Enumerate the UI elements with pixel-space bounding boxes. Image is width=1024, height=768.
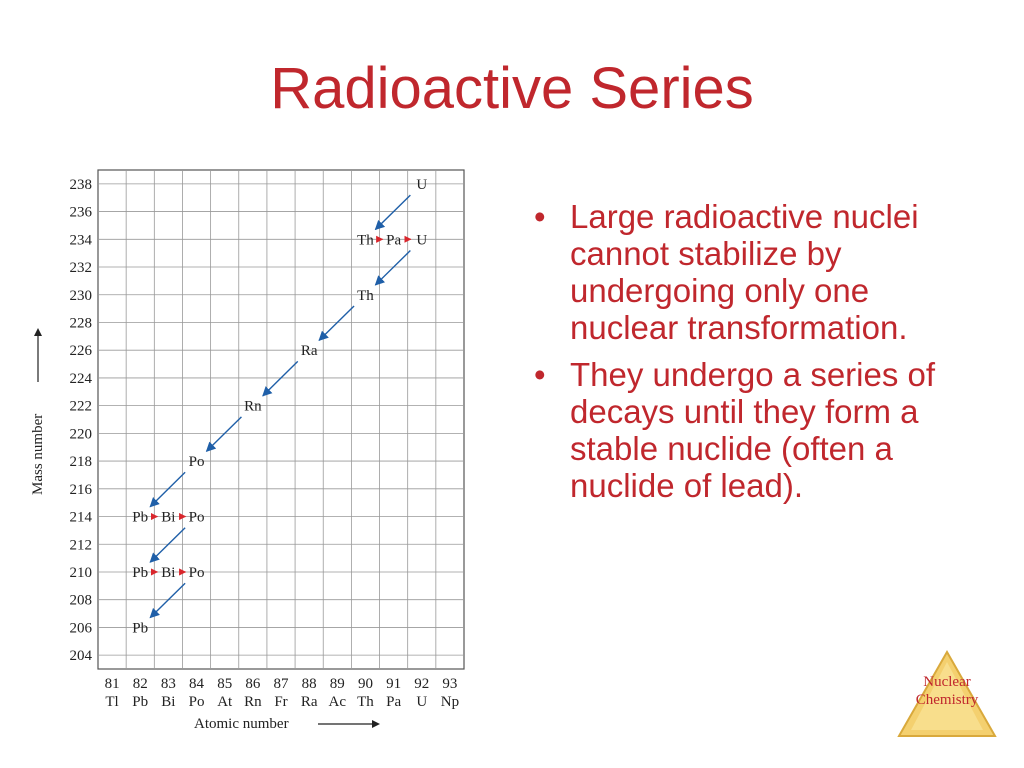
nuclide-label: Pb — [132, 565, 148, 581]
x-tick-number: 92 — [414, 676, 429, 692]
plot-frame — [97, 169, 465, 670]
decay-arrows — [149, 194, 412, 619]
y-tick-label: 234 — [70, 232, 93, 248]
alpha-decay-arrow — [149, 582, 186, 619]
y-tick-label: 230 — [70, 288, 93, 304]
bullet-item: Large radioactive nuclei cannot stabiliz… — [528, 198, 978, 346]
alpha-decay-arrow — [149, 471, 186, 508]
x-tick-symbol: Pb — [132, 694, 148, 710]
x-tick-number: 91 — [386, 676, 401, 692]
bullet-item: They undergo a series of decays until th… — [528, 356, 978, 504]
y-tick-label: 232 — [70, 260, 93, 276]
x-tick-symbol: Ac — [329, 694, 347, 710]
x-tick-number: 89 — [330, 676, 345, 692]
x-tick-number: 88 — [302, 676, 317, 692]
slide-title: Radioactive Series — [270, 56, 754, 121]
alpha-decay-arrow — [262, 360, 299, 397]
nuclide-label: Th — [357, 232, 374, 248]
x-tick-symbol: Pa — [386, 694, 401, 710]
nuclide-label: Po — [189, 565, 205, 581]
nuclide-label: Po — [189, 454, 205, 470]
nuclide-label: U — [416, 232, 427, 248]
x-tick-symbol: Bi — [161, 694, 175, 710]
x-tick-symbol: Tl — [105, 694, 118, 710]
nuclear-chemistry-badge: Nuclear Chemistry — [897, 649, 997, 737]
y-tick-label: 216 — [70, 482, 93, 498]
nuclide-label: Ra — [301, 343, 318, 359]
alpha-decay-arrow — [374, 194, 411, 231]
badge-line-1: Nuclear — [923, 674, 970, 690]
x-tick-symbol: Ra — [301, 694, 318, 710]
x-tick-number: 82 — [133, 676, 148, 692]
y-axis-arrowhead — [34, 328, 42, 336]
y-tick-label: 236 — [70, 205, 93, 221]
x-tick-symbol: Np — [441, 694, 459, 710]
nuclide-label: Th — [357, 288, 374, 304]
y-tick-label: 220 — [70, 426, 93, 442]
x-tick-number: 83 — [161, 676, 176, 692]
decay-series-chart: 204 206 208 210 212 214 216 218 220 222 224 226 228 2… — [30, 169, 465, 732]
nuclide-label: Pa — [386, 232, 401, 248]
nuclide-labels: U Th Pa U Th Ra Rn Po Pb Bi Po Pb Bi Po Pb — [132, 177, 427, 637]
x-tick-number: 85 — [217, 676, 232, 692]
nuclide-label: Bi — [161, 565, 175, 581]
x-axis-label: Atomic number — [194, 716, 289, 732]
y-tick-label: 238 — [70, 177, 93, 193]
x-tick-symbol: U — [416, 694, 427, 710]
x-tick-number: 84 — [189, 676, 205, 692]
alpha-decay-arrow — [318, 305, 355, 342]
nuclide-label: Pb — [132, 510, 148, 526]
y-tick-label: 224 — [70, 371, 93, 387]
alpha-decay-arrow — [149, 527, 186, 563]
y-tick-label: 210 — [70, 565, 93, 581]
y-tick-label: 228 — [70, 315, 93, 331]
x-tick-symbol: Th — [357, 694, 374, 710]
badge-line-2: Chemistry — [916, 692, 979, 708]
alpha-decay-arrow — [374, 250, 411, 286]
x-tick-symbol: Po — [189, 694, 205, 710]
nuclide-label: Bi — [161, 510, 175, 526]
x-tick-symbol: Rn — [244, 694, 262, 710]
x-axis-arrowhead — [372, 720, 380, 728]
plot-grid — [97, 169, 465, 670]
badge-triangle-highlight — [911, 662, 983, 730]
x-tick-symbol: Fr — [274, 694, 287, 710]
x-axis-ticks: 81 Tl 82 Pb 83 Bi 84 Po 85 At 86 Rn 87 Fr 88 Ra 89 Ac 90 Th… — [105, 676, 460, 710]
x-tick-number: 90 — [358, 676, 373, 692]
y-tick-label: 206 — [70, 620, 93, 636]
x-tick-number: 93 — [442, 676, 457, 692]
nuclide-label: Rn — [244, 399, 262, 415]
nuclide-label: Po — [189, 510, 205, 526]
y-tick-label: 218 — [70, 454, 93, 470]
y-tick-label: 214 — [70, 510, 93, 526]
y-tick-label: 208 — [70, 593, 93, 609]
x-tick-number: 86 — [245, 676, 261, 692]
y-tick-label: 204 — [70, 648, 93, 664]
y-tick-label: 226 — [70, 343, 93, 359]
alpha-decay-arrow — [205, 416, 242, 452]
x-tick-number: 81 — [105, 676, 120, 692]
nuclide-label: U — [416, 177, 427, 193]
y-tick-label: 212 — [70, 537, 93, 553]
bullet-list: Large radioactive nuclei cannot stabiliz… — [528, 198, 978, 514]
y-axis-label: Mass number — [30, 414, 46, 495]
x-tick-number: 87 — [274, 676, 290, 692]
nuclide-label: Pb — [132, 620, 148, 636]
y-axis-ticks: 204 206 208 210 212 214 216 218 220 222 224 226 228 2… — [70, 177, 93, 664]
y-tick-label: 222 — [70, 399, 93, 415]
x-tick-symbol: At — [217, 694, 233, 710]
